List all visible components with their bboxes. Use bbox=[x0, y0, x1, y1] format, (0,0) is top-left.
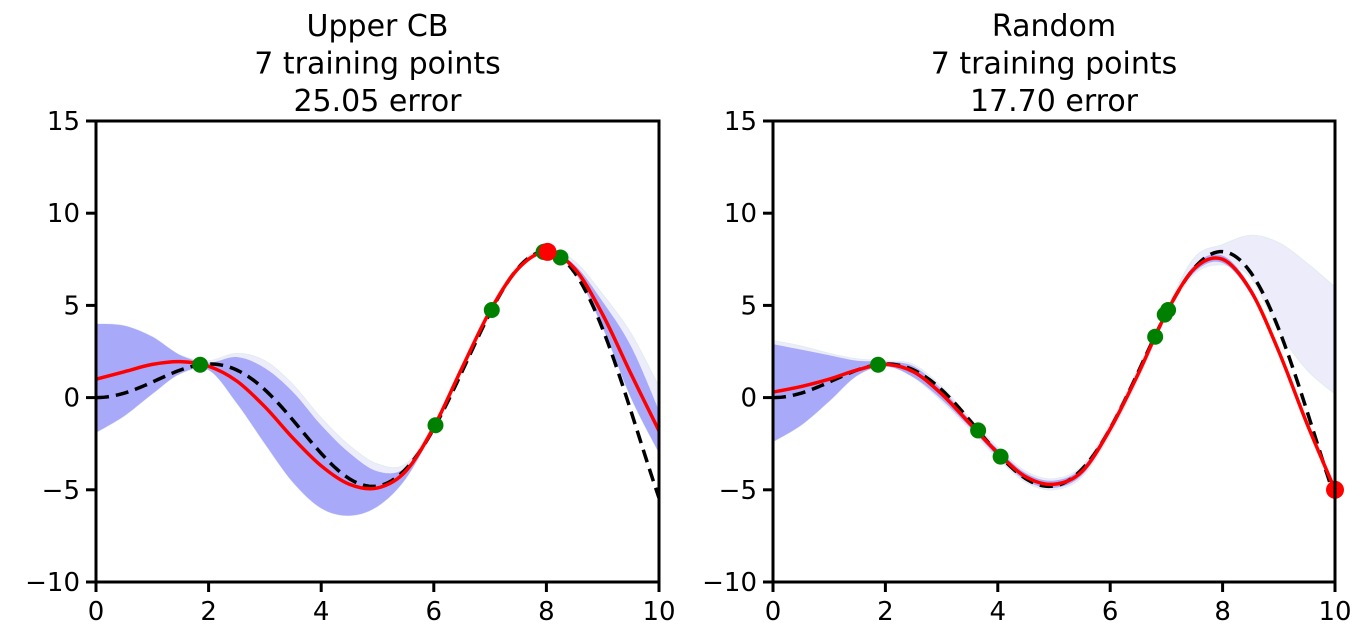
plot-area bbox=[96, 247, 659, 517]
axes-frame bbox=[771, 119, 1337, 584]
x-tick-label: 10 bbox=[1318, 597, 1351, 627]
y-tick-label: 0 bbox=[740, 384, 757, 414]
y-tick-label: −10 bbox=[25, 568, 80, 598]
y-tick-label: 15 bbox=[724, 107, 757, 137]
subplot-1: 0 2 4 6 8 10 −10 −5 0 5 10 15 Upper CB7 training poi… bbox=[25, 9, 675, 627]
x-tick-label: 2 bbox=[877, 597, 894, 627]
training-point bbox=[970, 422, 987, 439]
chart-title-line: 7 training points bbox=[931, 47, 1178, 82]
chart-title-line: Random bbox=[992, 9, 1116, 44]
gp-mean-line bbox=[773, 256, 1335, 491]
y-tick-label: −5 bbox=[42, 476, 80, 506]
true-function-line bbox=[96, 249, 659, 499]
y-tick-label: 10 bbox=[724, 199, 757, 229]
plot-area bbox=[773, 234, 1335, 499]
y-tick-label: 5 bbox=[740, 291, 757, 321]
training-point bbox=[483, 302, 500, 319]
x-tick-label: 8 bbox=[538, 597, 555, 627]
x-tick-label: 0 bbox=[765, 597, 782, 627]
y-tick-label: −5 bbox=[719, 476, 757, 506]
axes-frame bbox=[94, 119, 661, 584]
training-point bbox=[870, 356, 887, 373]
y-tick-label: 0 bbox=[63, 384, 80, 414]
training-point bbox=[552, 249, 569, 266]
x-tick-label: 6 bbox=[426, 597, 443, 627]
x-tick-label: 0 bbox=[88, 597, 105, 627]
x-tick-label: 4 bbox=[313, 597, 330, 627]
y-tick-label: 5 bbox=[63, 291, 80, 321]
chart-title-line: 7 training points bbox=[254, 47, 501, 82]
x-tick-label: 2 bbox=[200, 597, 217, 627]
training-point bbox=[427, 417, 444, 434]
x-tick-label: 10 bbox=[642, 597, 675, 627]
training-point bbox=[1147, 328, 1164, 345]
x-tick-label: 6 bbox=[1102, 597, 1119, 627]
training-point bbox=[192, 356, 209, 373]
gp-mean-line bbox=[96, 250, 659, 491]
chart-title-line: 25.05 error bbox=[293, 84, 462, 119]
y-tick-label: −10 bbox=[702, 568, 757, 598]
x-tick-label: 8 bbox=[1214, 597, 1231, 627]
new-sample-point bbox=[538, 242, 557, 261]
confidence-band bbox=[96, 250, 659, 516]
training-point bbox=[992, 448, 1009, 465]
x-tick-label: 4 bbox=[990, 597, 1007, 627]
chart-title-line: Upper CB bbox=[307, 9, 449, 44]
y-tick-label: 15 bbox=[47, 107, 80, 137]
training-point bbox=[1160, 302, 1177, 319]
y-tick-label: 10 bbox=[47, 199, 80, 229]
chart-title-line: 17.70 error bbox=[970, 84, 1139, 119]
